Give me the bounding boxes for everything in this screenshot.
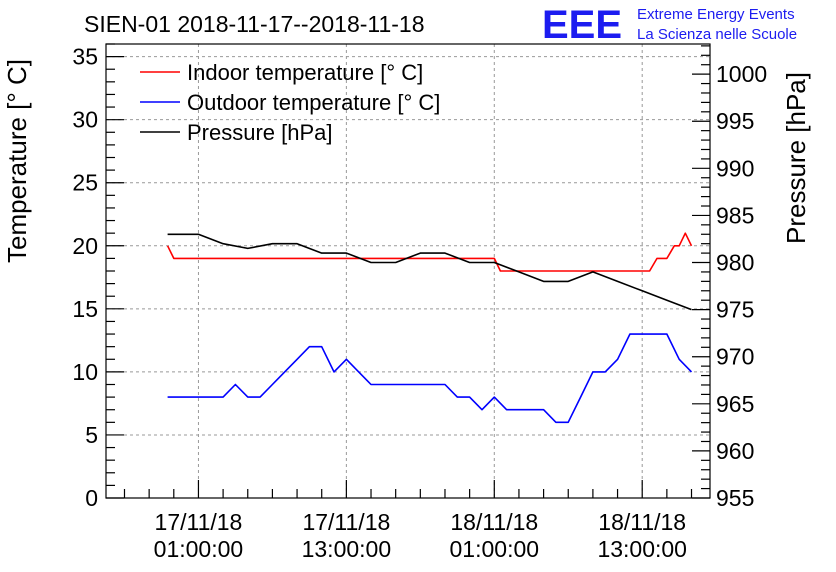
x-tick-time: 01:00:00 xyxy=(154,536,244,562)
x-tick-time: 13:00:00 xyxy=(597,536,687,562)
eee-logo: EEE xyxy=(542,3,622,47)
y2-tick-label: 960 xyxy=(716,438,754,464)
y-tick-label: 25 xyxy=(72,170,98,196)
series-lines xyxy=(166,232,693,424)
axis-ticks: 0 5 10 15 20 25 30 35 955 960 965 970 975 980 985 990 99… xyxy=(72,43,767,562)
x-tick-date: 18/11/18 xyxy=(598,509,686,535)
y2-tick-label: 1000 xyxy=(716,61,767,87)
y-tick-label: 35 xyxy=(72,44,98,70)
y-axis-label-left: Temperature [° C] xyxy=(2,59,32,263)
x-tick-time: 13:00:00 xyxy=(302,536,392,562)
y-axis-label-right: Pressure [hPa] xyxy=(781,72,811,244)
chart-title: SIEN-01 2018-11-17--2018-11-18 xyxy=(84,11,425,37)
x-tick-date: 18/11/18 xyxy=(450,509,538,535)
y2-tick-label: 990 xyxy=(716,155,754,181)
legend-label-indoor: Indoor temperature [° C] xyxy=(187,60,423,85)
x-tick-date: 17/11/18 xyxy=(302,509,390,535)
y2-tick-label: 980 xyxy=(716,250,754,276)
legend-label-pressure: Pressure [hPa] xyxy=(187,120,333,145)
y-tick-label: 15 xyxy=(72,296,98,322)
y2-tick-label: 975 xyxy=(716,297,754,323)
y2-tick-label: 955 xyxy=(716,485,754,511)
eee-line2: La Scienza nelle Scuole xyxy=(637,26,797,43)
y2-tick-label: 965 xyxy=(716,391,754,417)
series-indoor-line xyxy=(166,232,693,272)
y-tick-label: 20 xyxy=(72,233,98,259)
y-tick-label: 30 xyxy=(72,107,98,133)
eee-line1: Extreme Energy Events xyxy=(637,6,795,23)
x-tick-time: 01:00:00 xyxy=(450,536,540,562)
legend-label-outdoor: Outdoor temperature [° C] xyxy=(187,90,440,115)
gridlines xyxy=(106,44,710,498)
legend: Indoor temperature [° C] Outdoor tempera… xyxy=(140,60,440,145)
y-tick-label: 5 xyxy=(85,422,98,448)
y-tick-label: 0 xyxy=(85,485,98,511)
x-tick-date: 17/11/18 xyxy=(155,509,243,535)
y2-tick-label: 970 xyxy=(716,344,754,370)
y-tick-label: 10 xyxy=(72,359,98,385)
series-outdoor-line xyxy=(167,333,693,424)
series-pressure-line xyxy=(167,233,692,311)
y2-tick-label: 985 xyxy=(716,202,754,228)
y2-tick-label: 995 xyxy=(716,108,754,134)
